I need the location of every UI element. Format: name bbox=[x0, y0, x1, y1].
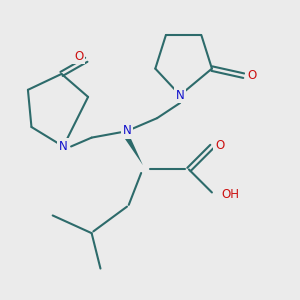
Text: O: O bbox=[74, 50, 83, 63]
Text: N: N bbox=[176, 89, 184, 102]
Text: OH: OH bbox=[222, 188, 240, 201]
Text: N: N bbox=[123, 124, 131, 137]
Text: N: N bbox=[59, 140, 68, 153]
Polygon shape bbox=[124, 136, 143, 165]
Text: O: O bbox=[215, 139, 224, 152]
Text: O: O bbox=[247, 69, 256, 82]
